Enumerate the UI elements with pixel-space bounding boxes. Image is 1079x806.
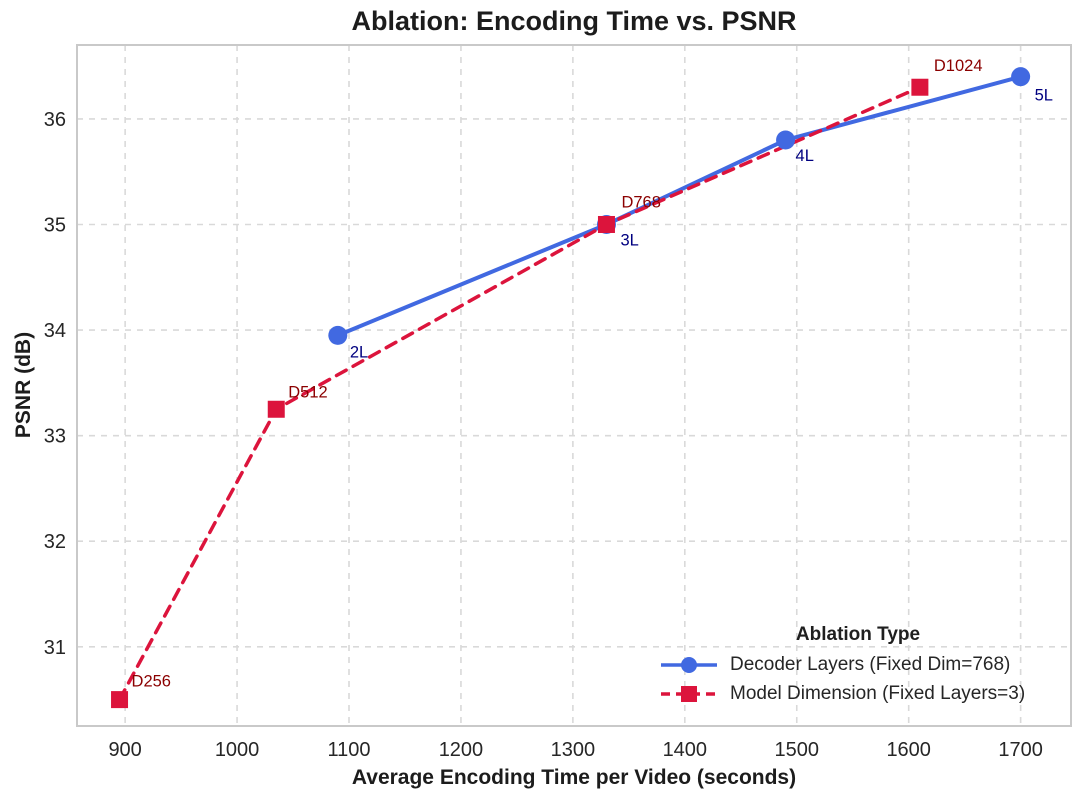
x-axis-label: Average Encoding Time per Video (seconds… (351, 766, 797, 789)
data-point-square (911, 78, 929, 96)
y-tick-label: 32 (44, 531, 66, 553)
series-line-decoder-layers (335, 74, 1023, 338)
x-tick-label: 1300 (551, 739, 596, 761)
point-annotation: 3L (620, 231, 638, 249)
legend-title: Ablation Type (795, 624, 921, 645)
x-tick-label: 1400 (663, 739, 708, 761)
legend-item-model-dimension: Model Dimension (Fixed Layers=3) (655, 679, 1061, 708)
y-axis-label: PSNR (dB) (12, 331, 35, 439)
plot-border (76, 44, 1072, 727)
point-annotation: 2L (350, 343, 368, 361)
data-point-circle (1011, 67, 1031, 87)
point-annotation: D1024 (934, 57, 983, 75)
point-annotation: 5L (1035, 87, 1053, 105)
y-tick-label: 36 (44, 109, 66, 131)
x-tick-label: 1600 (886, 739, 931, 761)
point-annotation: D512 (288, 383, 327, 401)
x-tick-label: 1700 (998, 739, 1043, 761)
legend-swatch-marker (681, 685, 697, 702)
data-point-square (267, 400, 285, 418)
point-annotation: 4L (796, 147, 814, 165)
y-tick-label: 35 (44, 214, 66, 236)
x-tick-label: 1100 (327, 739, 370, 761)
legend-item-label: Model Dimension (Fixed Layers=3) (730, 682, 1026, 704)
data-point-circle (328, 325, 348, 345)
x-tick-label: 1000 (215, 739, 260, 761)
legend-item-label: Decoder Layers (Fixed Dim=768) (730, 653, 1011, 675)
data-point-square (597, 215, 615, 233)
x-tick-label: 1200 (439, 739, 484, 761)
x-tick-label: 1500 (775, 739, 820, 761)
y-tick-label: 34 (44, 320, 66, 342)
legend-swatch-line-square-icon (661, 685, 717, 702)
y-tick-label: 33 (44, 426, 66, 448)
legend-swatch-line-circle-icon (661, 656, 717, 673)
data-point-square (111, 691, 129, 709)
data-point-circle (776, 130, 796, 150)
y-tick-label: 31 (44, 637, 66, 659)
legend-swatch-marker (681, 656, 697, 673)
legend: Ablation Type Decoder Layers (Fixed Dim=… (655, 624, 1061, 708)
series-line-model-dimension (117, 85, 922, 702)
x-tick-label: 900 (108, 739, 141, 761)
point-annotation: D768 (621, 193, 660, 211)
chart-title: Ablation: Encoding Time vs. PSNR (351, 6, 797, 36)
legend-item-decoder-layers: Decoder Layers (Fixed Dim=768) (655, 650, 1061, 679)
point-annotation: D256 (132, 673, 171, 691)
